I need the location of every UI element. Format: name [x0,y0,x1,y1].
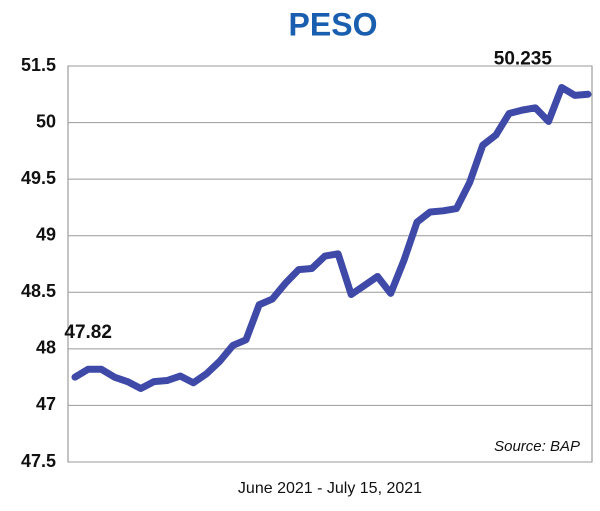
y-tick-label: 48.5 [21,281,56,301]
y-tick-label: 51.5 [21,55,56,75]
x-axis-label: June 2021 - July 15, 2021 [238,480,422,497]
chart-title: PESO [289,6,378,42]
annotation: 50.235 [494,48,553,69]
annotation: 47.82 [64,322,112,343]
y-tick-label: 49.5 [21,168,56,188]
y-tick-label: 50 [36,111,56,131]
y-tick-label: 47 [36,394,56,414]
plot-frame [67,65,593,463]
y-tick-label: 49 [36,224,56,244]
data-line [71,83,592,392]
y-tick-label: 47.5 [21,451,56,471]
source: Source: BAP [494,438,580,455]
y-tick-label: 48 [36,338,56,358]
